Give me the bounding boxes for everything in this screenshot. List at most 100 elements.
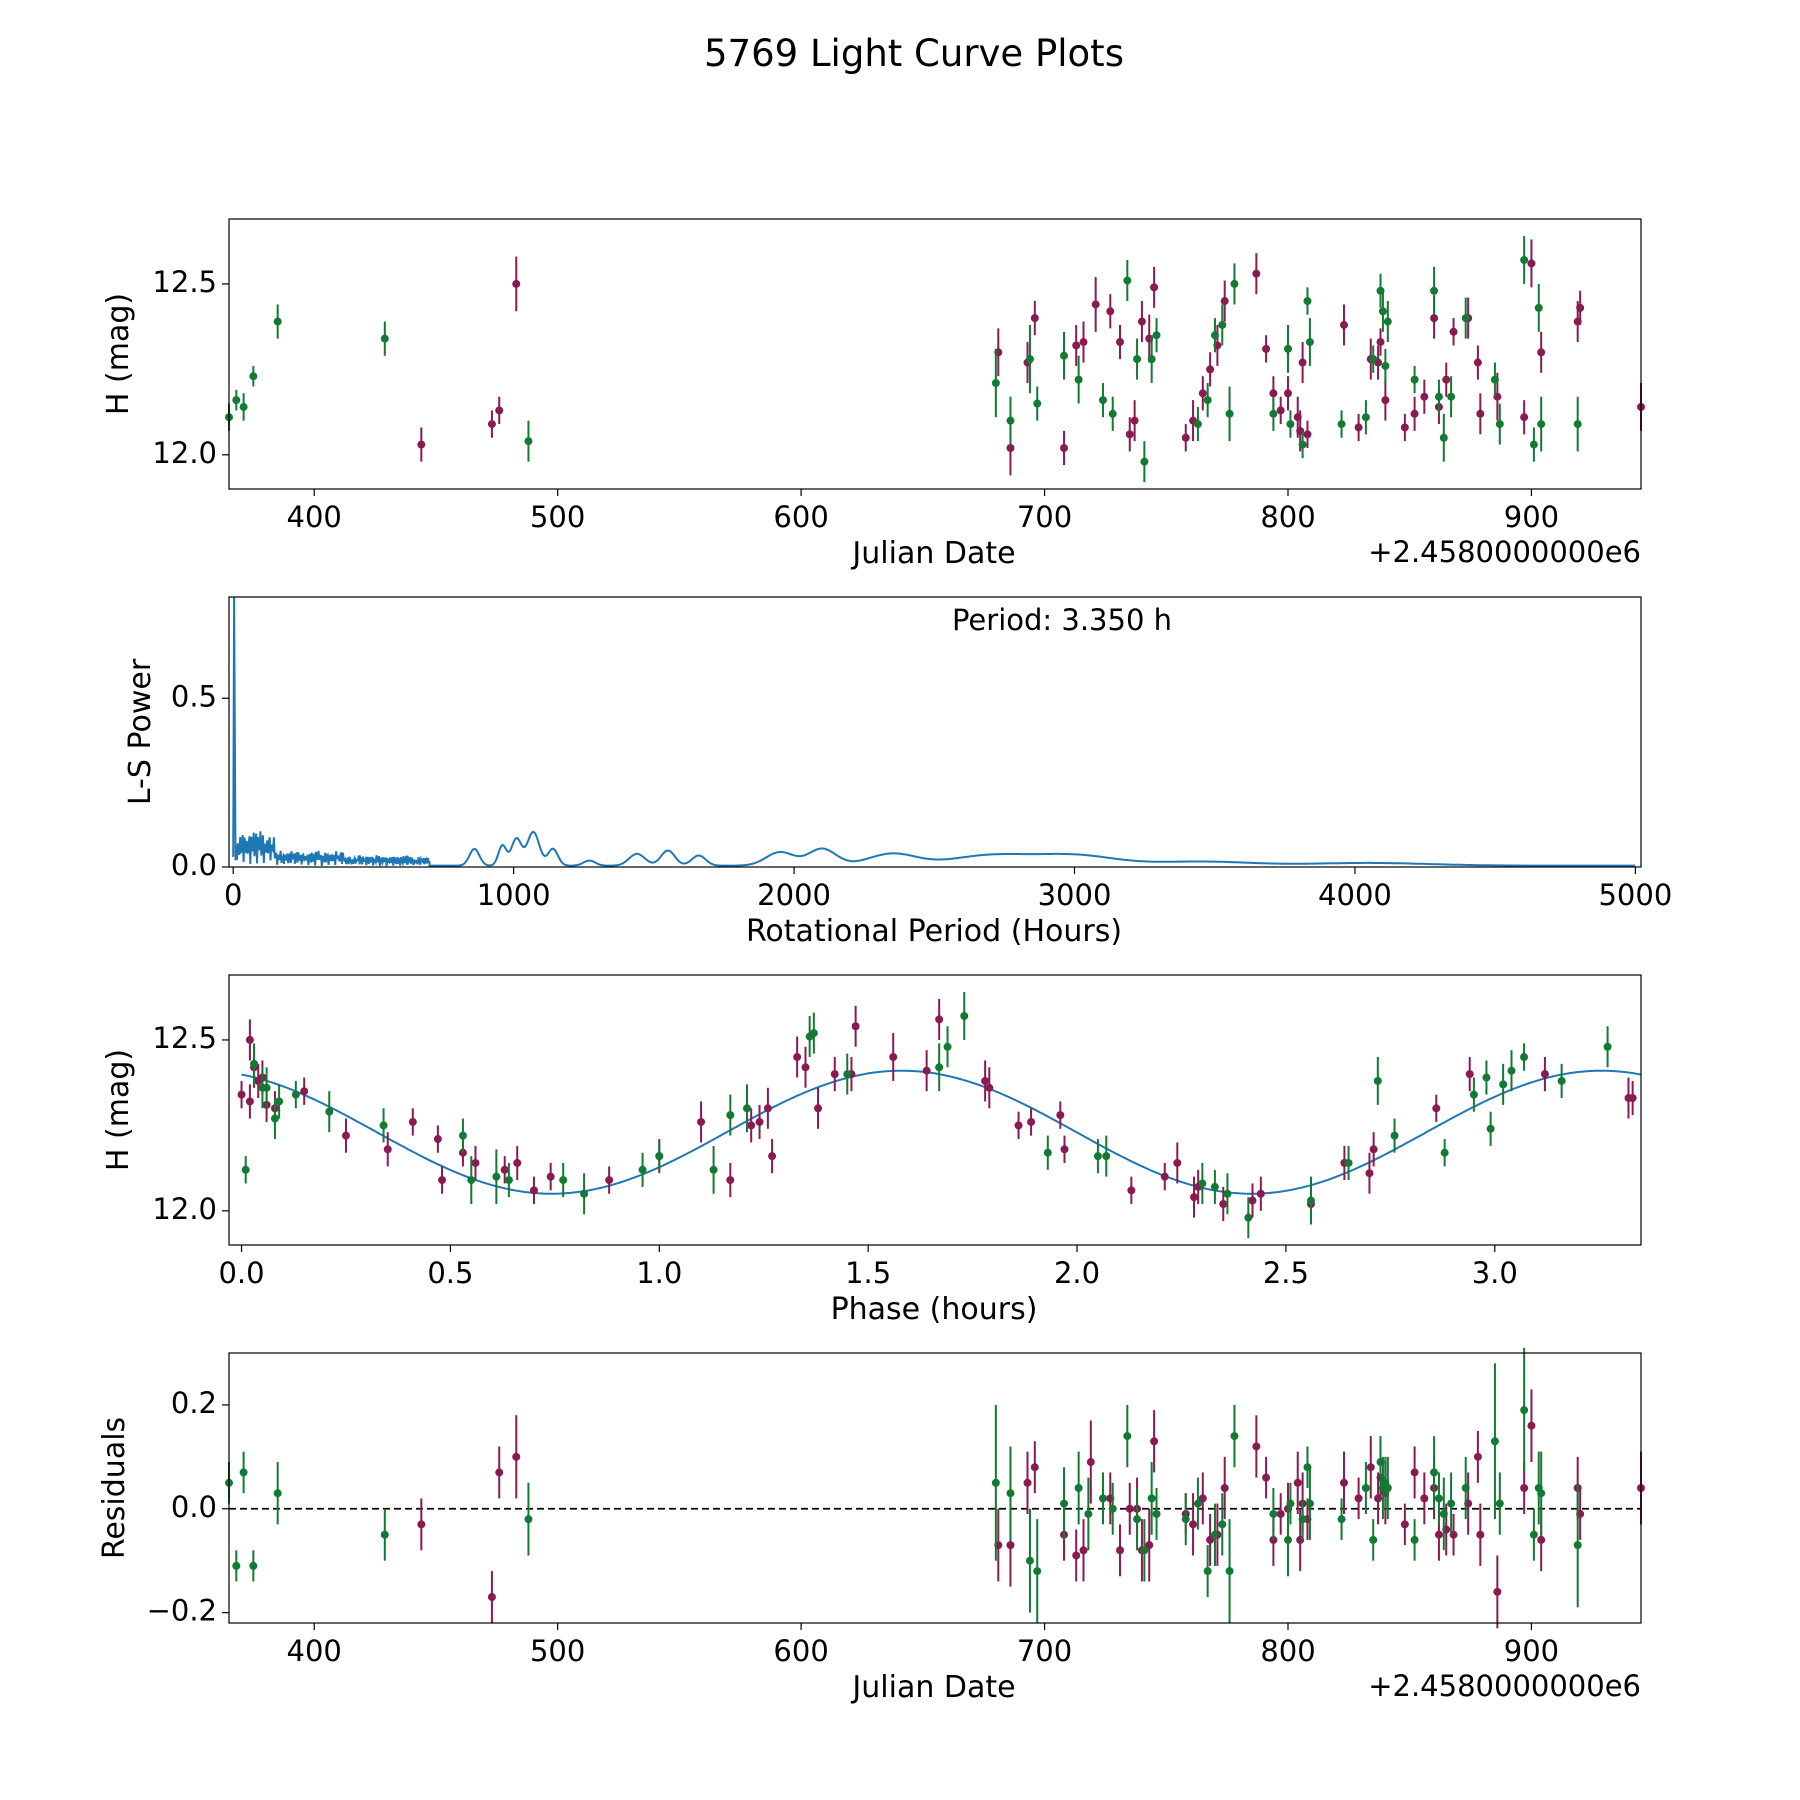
phase-data-point bbox=[1365, 1152, 1374, 1194]
residuals-data-point bbox=[1383, 1456, 1392, 1520]
lightcurve-data-point bbox=[417, 427, 426, 462]
data-marker bbox=[1298, 358, 1307, 367]
data-marker bbox=[726, 1111, 735, 1120]
lightcurve-data-point bbox=[1381, 379, 1390, 421]
phase-data-point bbox=[1127, 1176, 1136, 1204]
data-marker bbox=[433, 1135, 442, 1144]
phase-data-point bbox=[755, 1104, 764, 1140]
residuals-data-point bbox=[1495, 1472, 1504, 1535]
data-marker bbox=[245, 1097, 254, 1106]
phase-axes-frame bbox=[228, 974, 1642, 1246]
residuals-data-point bbox=[495, 1446, 504, 1499]
residuals-panel: 400 500 600 700 800 900 −0.2 0.0 0.2 Julian Date… bbox=[97, 1347, 1645, 1705]
phase-data-point bbox=[1190, 1176, 1199, 1218]
residuals-ylabel: Residuals bbox=[97, 1417, 132, 1559]
data-marker bbox=[1410, 409, 1419, 418]
phase-data-point bbox=[801, 1046, 810, 1088]
data-marker bbox=[1383, 317, 1392, 326]
lightcurve-data-point bbox=[1410, 365, 1419, 394]
lightcurve-data-point bbox=[1303, 420, 1312, 448]
residuals-ytick-label: 0.2 bbox=[171, 1386, 217, 1420]
data-marker bbox=[1262, 344, 1271, 353]
data-marker bbox=[1298, 440, 1307, 449]
data-marker bbox=[1043, 1148, 1052, 1157]
residuals-data-point bbox=[1133, 1488, 1142, 1551]
phase-data-point bbox=[1507, 1050, 1516, 1092]
data-marker bbox=[1123, 276, 1132, 285]
phase-data-point bbox=[1486, 1111, 1495, 1146]
data-marker bbox=[1339, 1478, 1348, 1487]
residuals-ytick-label: 0.0 bbox=[171, 1490, 217, 1524]
phase-xtick-label: 1.0 bbox=[636, 1256, 682, 1290]
data-marker bbox=[500, 1165, 509, 1174]
data-marker bbox=[1520, 1406, 1529, 1415]
phase-data-point bbox=[1306, 1176, 1315, 1225]
data-marker bbox=[1337, 1515, 1346, 1524]
lightcurve-data-point bbox=[1091, 277, 1100, 332]
phase-data-point bbox=[500, 1156, 509, 1184]
data-marker bbox=[1537, 348, 1546, 357]
lightcurve-data-point bbox=[1410, 396, 1419, 431]
data-marker bbox=[1376, 338, 1385, 347]
periodogram-xtick-label: 4000 bbox=[1318, 878, 1392, 912]
residuals-data-point bbox=[1527, 1389, 1536, 1463]
data-marker bbox=[1447, 392, 1456, 401]
data-marker bbox=[1447, 1499, 1456, 1508]
data-marker bbox=[1303, 430, 1312, 439]
data-marker bbox=[1060, 351, 1069, 360]
residuals-data-point bbox=[1529, 1508, 1538, 1561]
residuals-data-point bbox=[1337, 1498, 1346, 1540]
data-marker bbox=[1439, 1509, 1448, 1518]
residuals-data-point bbox=[1293, 1451, 1302, 1514]
phase-data-point bbox=[580, 1173, 589, 1215]
residuals-data-point bbox=[487, 1571, 496, 1623]
data-marker bbox=[1125, 430, 1134, 439]
data-marker bbox=[1193, 1499, 1202, 1508]
data-marker bbox=[1006, 443, 1015, 452]
data-marker bbox=[1033, 1567, 1042, 1576]
lightcurve-data-point bbox=[1072, 324, 1081, 366]
data-marker bbox=[1499, 1080, 1508, 1089]
residuals-ticks: 400 500 600 700 800 900 −0.2 0.0 0.2 bbox=[147, 1386, 1560, 1668]
phase-data-point bbox=[458, 1118, 467, 1153]
residuals-xtick-label: 600 bbox=[773, 1634, 828, 1668]
data-marker bbox=[529, 1186, 538, 1195]
data-marker bbox=[1210, 331, 1219, 340]
data-marker bbox=[1106, 307, 1115, 316]
phase-ytick-label: 12.0 bbox=[152, 1192, 217, 1226]
data-marker bbox=[889, 1053, 898, 1062]
phase-data-point bbox=[1499, 1063, 1508, 1105]
ls-power-line bbox=[232, 596, 1636, 867]
lightcurve-data-point bbox=[1378, 290, 1387, 332]
lightcurve-data-point bbox=[1198, 376, 1207, 411]
data-marker bbox=[495, 1468, 504, 1477]
data-marker bbox=[1127, 1186, 1136, 1195]
data-marker bbox=[1461, 314, 1470, 323]
data-marker bbox=[1369, 1145, 1378, 1154]
phase-data-point bbox=[559, 1162, 568, 1198]
data-marker bbox=[383, 1145, 392, 1154]
lightcurve-data-point bbox=[1449, 318, 1458, 346]
lightcurve-data-point bbox=[1210, 318, 1219, 353]
lightcurve-data-point bbox=[1303, 287, 1312, 315]
phase-data-point bbox=[709, 1145, 718, 1194]
residuals-data-point bbox=[1298, 1498, 1307, 1540]
lightcurve-data-point bbox=[1527, 239, 1536, 288]
data-marker bbox=[1218, 1520, 1227, 1529]
data-marker bbox=[1529, 440, 1538, 449]
data-marker bbox=[1439, 433, 1448, 442]
residuals-data-point bbox=[1476, 1503, 1485, 1566]
data-marker bbox=[1527, 1421, 1536, 1430]
phase-ticks: 0.0 0.5 1.0 1.5 2.0 2.5 3.0 12.0 12.5 bbox=[152, 1021, 1517, 1290]
data-marker bbox=[1286, 1499, 1295, 1508]
phase-data-point bbox=[1043, 1135, 1052, 1170]
residuals-xtick-label: 800 bbox=[1260, 1634, 1315, 1668]
phase-data-point bbox=[433, 1125, 442, 1153]
data-marker bbox=[1303, 297, 1312, 306]
residuals-data-point bbox=[1269, 1488, 1278, 1540]
lightcurve-data-point bbox=[1476, 393, 1485, 435]
phase-data-point bbox=[325, 1091, 334, 1133]
lightcurve-data-point bbox=[1520, 236, 1529, 284]
lightcurve-xtick-label: 800 bbox=[1260, 500, 1315, 534]
lightcurve-data-point bbox=[1140, 441, 1149, 483]
